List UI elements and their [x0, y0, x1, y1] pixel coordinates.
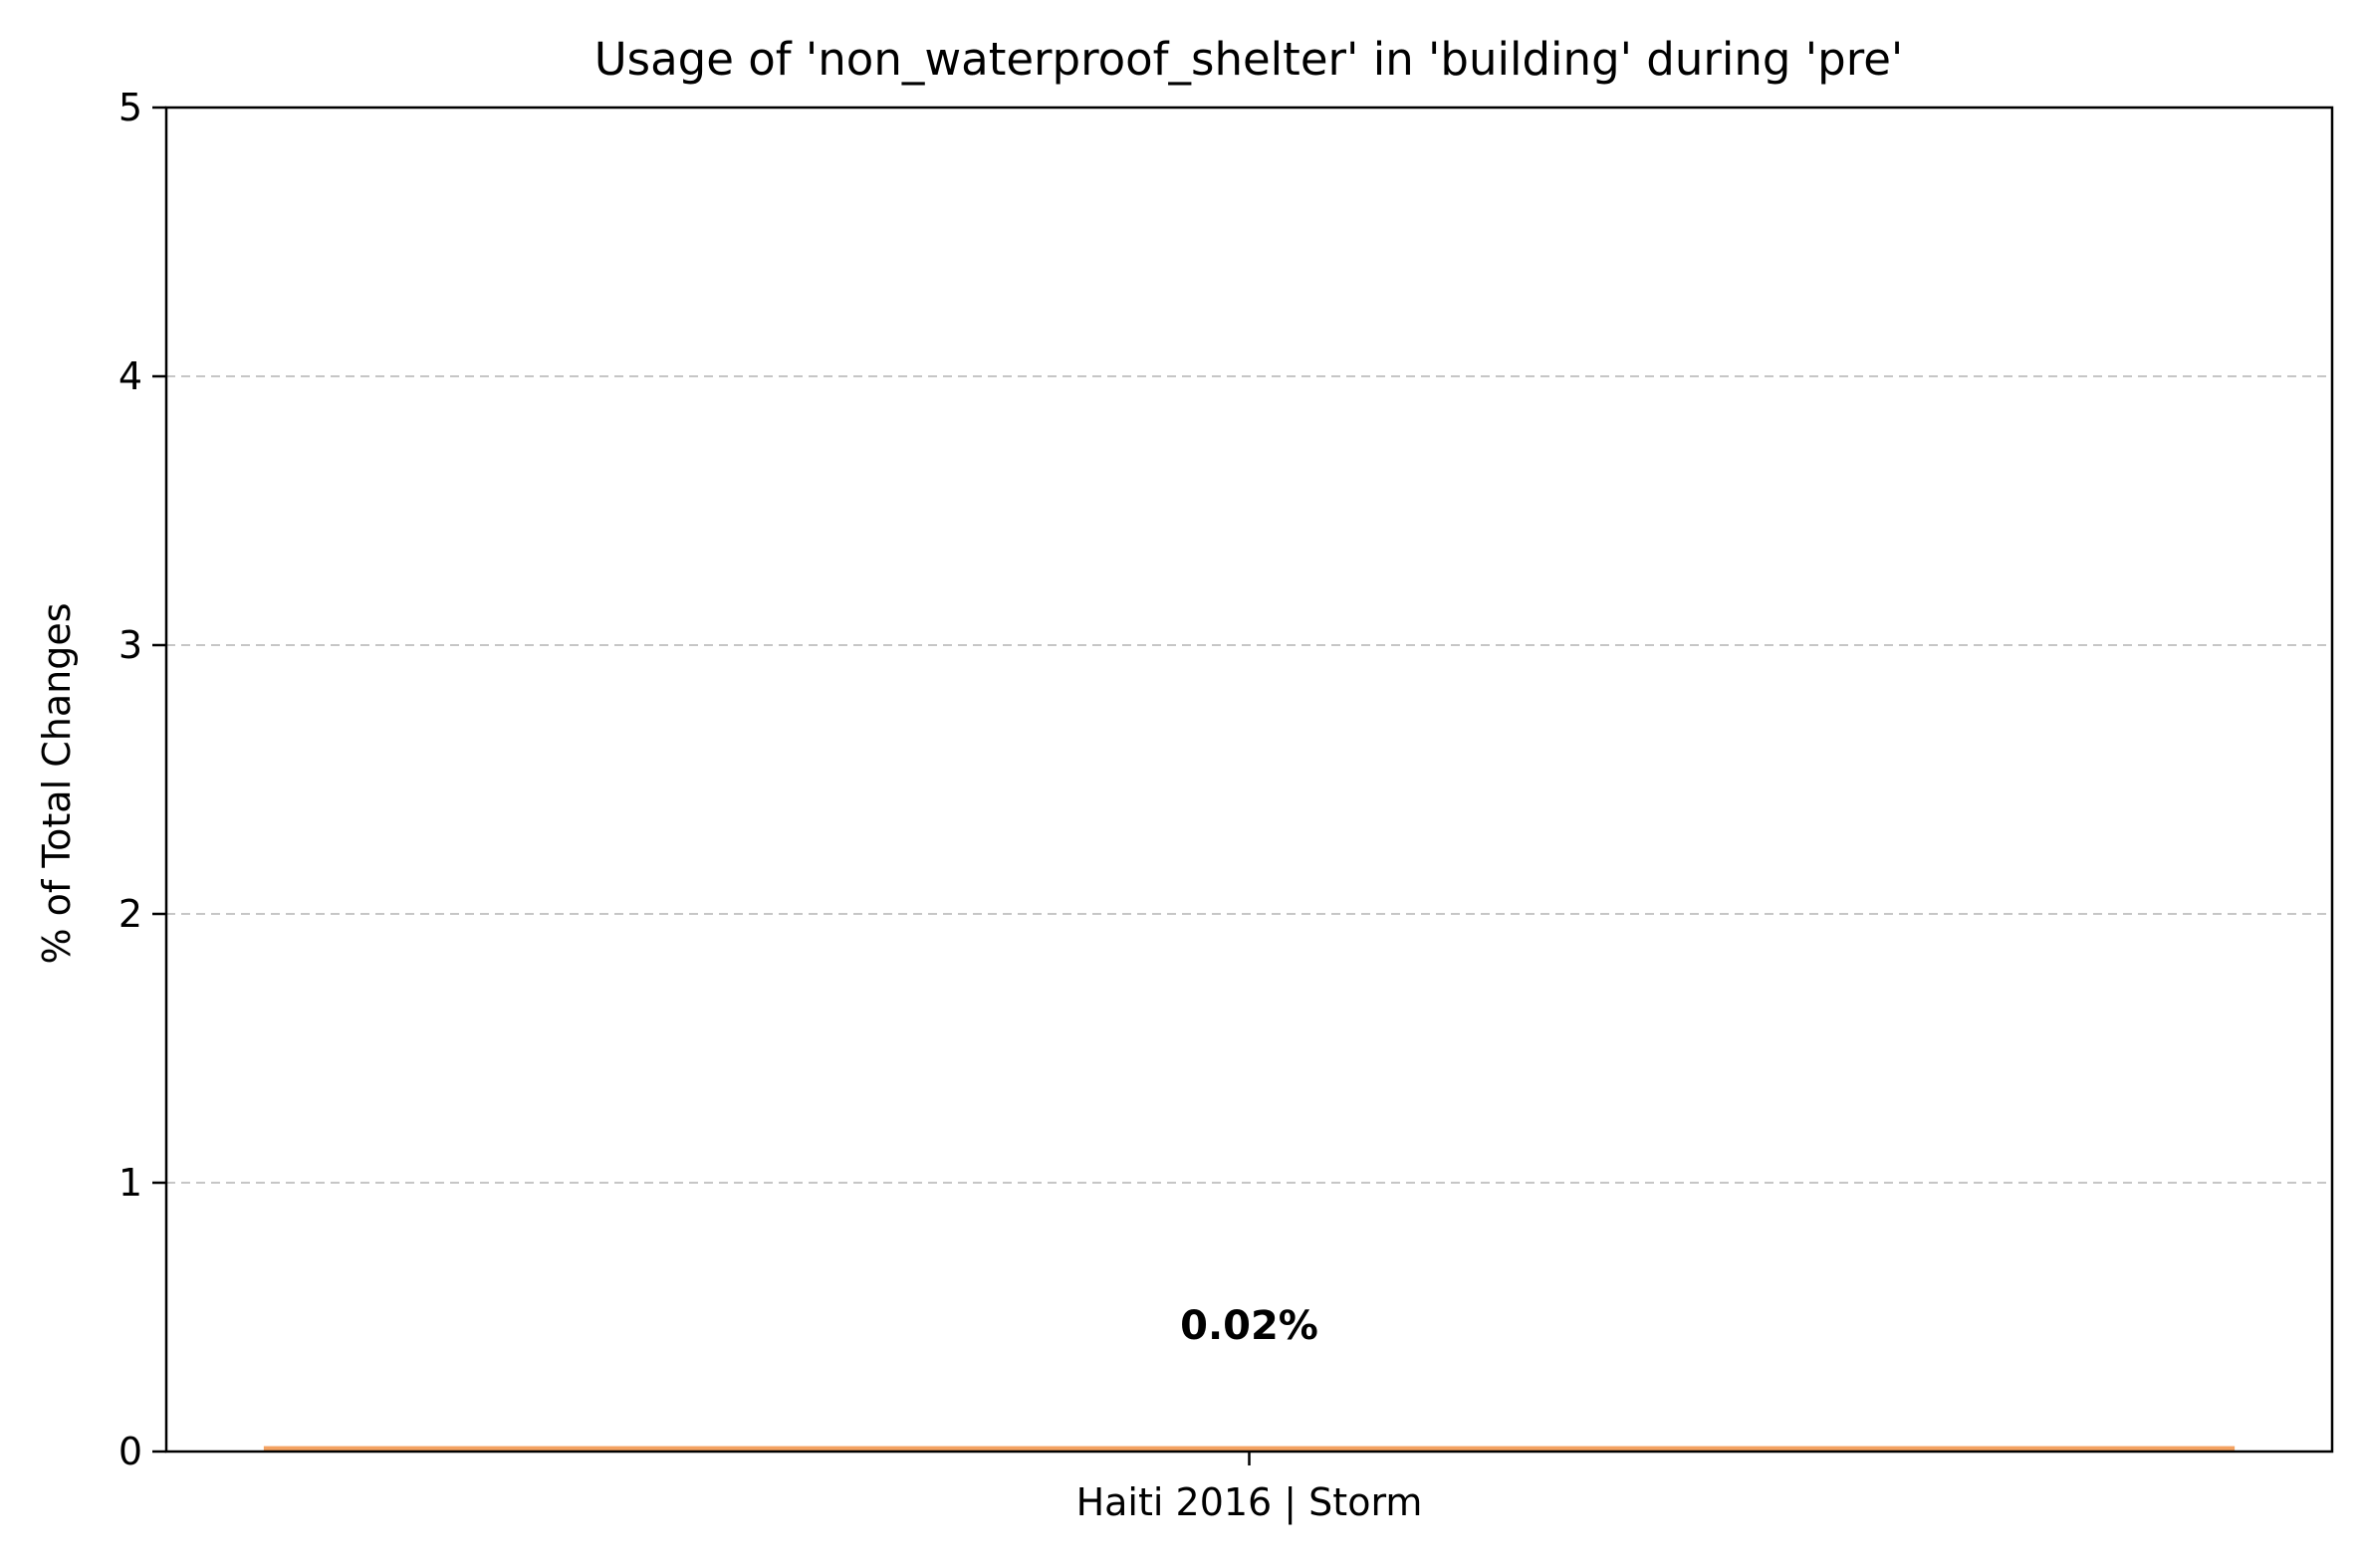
axes-frame [164, 106, 2334, 1454]
y-tick-label-5: 5 [118, 86, 142, 129]
bars [263, 1446, 2236, 1452]
y-tick-label-3: 3 [118, 623, 142, 667]
data-labels: 0.02% [1180, 1303, 1318, 1349]
y-axis-ticks: 0 1 2 3 4 5 [118, 86, 166, 1473]
y-tick-label-4: 4 [118, 354, 142, 398]
x-tick-label-0: Haiti 2016 | Storm [1076, 1480, 1423, 1525]
chart-title: Usage of 'non_waterproof_shelter' in 'bu… [594, 33, 1904, 86]
y-axis-label: % of Total Changes [35, 602, 79, 964]
y-tick-label-1: 1 [118, 1161, 142, 1205]
bar-0 [263, 1446, 2236, 1452]
plot-frame [164, 106, 2334, 1454]
gridlines [166, 375, 2332, 1184]
x-axis-ticks: Haiti 2016 | Storm [1076, 1452, 1423, 1525]
y-tick-label-0: 0 [118, 1430, 142, 1473]
data-label-0: 0.02% [1180, 1303, 1318, 1349]
y-tick-label-2: 2 [118, 892, 142, 936]
